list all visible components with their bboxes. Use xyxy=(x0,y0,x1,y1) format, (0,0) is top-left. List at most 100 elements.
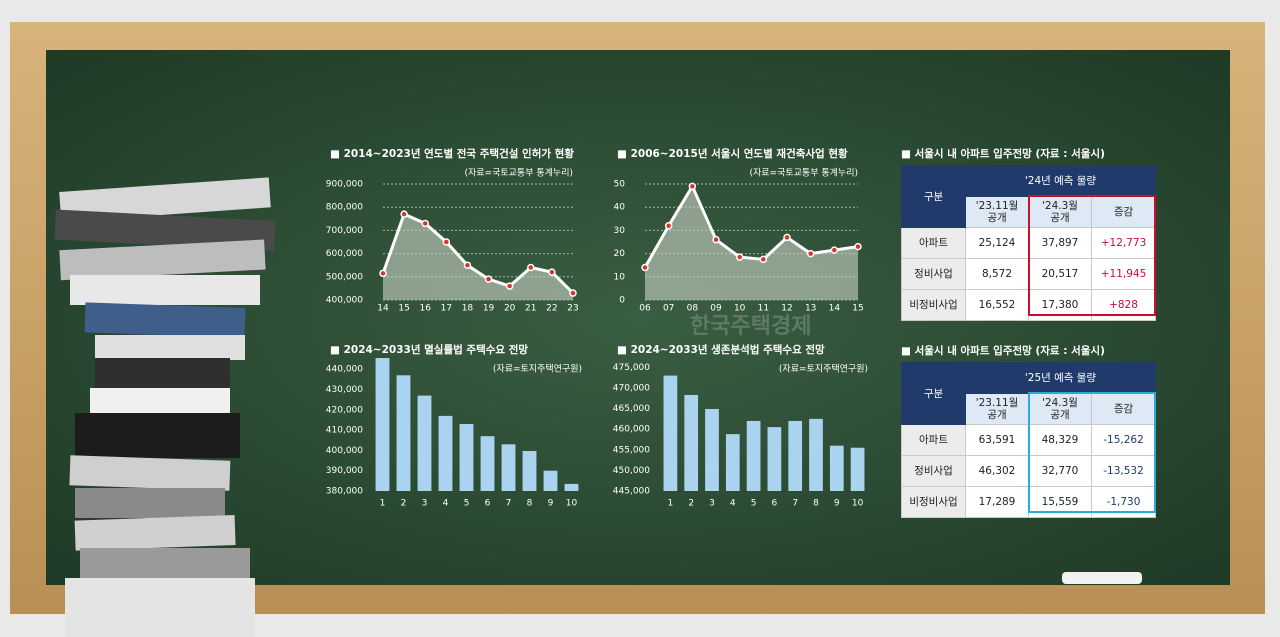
bar xyxy=(459,424,474,491)
y-tick-label: 470,000 xyxy=(613,383,650,393)
x-tick-label: 18 xyxy=(462,304,474,314)
source-note: (자료=토지주택연구원) xyxy=(493,364,582,375)
y-tick-label: 0 xyxy=(619,296,625,306)
y-tick-label: 420,000 xyxy=(326,405,363,415)
column-header-text: 증감 xyxy=(1113,403,1134,415)
cell: -13,532 xyxy=(1091,455,1156,487)
header-row: 구분 '25년 예측 물량 xyxy=(901,362,1156,425)
x-tick-label: 10 xyxy=(852,499,864,509)
bar xyxy=(809,418,823,491)
chart-title: ■ 2006~2015년 서울시 연도별 재건축사업 현황 xyxy=(617,148,848,160)
column-header-text: '24.3월 공개 xyxy=(1042,200,1078,224)
x-tick-label: 6 xyxy=(772,499,778,509)
row-label: 아파트 xyxy=(901,424,966,456)
x-tick-label: 16 xyxy=(419,304,431,314)
row-header: 구분 xyxy=(901,362,966,425)
area-fill xyxy=(645,186,858,300)
column-header: '23.11월 공개 xyxy=(965,196,1029,228)
bar xyxy=(480,436,495,491)
eraser xyxy=(1062,572,1142,584)
row-label: 비정비사업 xyxy=(901,486,966,518)
marker xyxy=(783,233,791,242)
marker xyxy=(735,253,744,261)
x-tick-label: 5 xyxy=(464,499,470,509)
column-header: '24.3월 공개 xyxy=(1028,393,1092,425)
bar xyxy=(684,394,699,491)
marker xyxy=(569,289,577,297)
x-tick-label: 2 xyxy=(401,499,407,509)
x-tick-label: 4 xyxy=(730,499,736,509)
line xyxy=(643,183,859,269)
x-tick-label: 8 xyxy=(813,499,819,509)
header-row: '23.11월 공개 '24.3월 공개 증감 xyxy=(902,393,1156,425)
x-tick-label: 14 xyxy=(377,304,389,314)
y-tick-label: 450,000 xyxy=(613,466,650,476)
y-tick-label: 445,000 xyxy=(613,487,650,497)
cell: +11,945 xyxy=(1091,258,1156,290)
y-tick-label: 20 xyxy=(614,249,626,259)
y-tick-label: 30 xyxy=(614,226,626,236)
x-tick-label: 5 xyxy=(751,499,757,509)
x-tick-label: 07 xyxy=(663,304,674,314)
column-header-text: '23.11월 공개 xyxy=(975,200,1019,224)
marker xyxy=(379,269,387,278)
source-note: (자료=국토교통부 통계누리) xyxy=(464,167,573,179)
x-tick-label: 23 xyxy=(567,304,578,314)
y-tick-label: 400,000 xyxy=(326,446,363,456)
data-table: 구분 '25년 예측 물량 '23.11월 공개 '24.3월 공개 증감 아파트 63,5… xyxy=(901,362,1156,518)
y-tick-label: 10 xyxy=(614,272,626,282)
table-title: ■ 서울시 내 아파트 입주전망 (자료 : 서울시) xyxy=(901,148,1105,160)
marker xyxy=(664,222,673,230)
y-tick-label: 380,000 xyxy=(326,487,363,497)
x-tick-label: 6 xyxy=(485,499,491,509)
source-note: (자료=토지주택연구원) xyxy=(779,364,868,375)
x-tick-label: 7 xyxy=(792,499,798,509)
column-header: 증감 xyxy=(1091,393,1156,425)
x-tick-label: 06 xyxy=(639,304,651,314)
x-tick-label: 11 xyxy=(758,304,769,314)
bar xyxy=(543,470,558,491)
x-tick-label: 10 xyxy=(566,499,578,509)
row-label: 정비사업 xyxy=(901,258,966,290)
marker xyxy=(854,242,862,251)
y-tick-label: 430,000 xyxy=(326,385,363,395)
line xyxy=(381,212,575,295)
row-label: 정비사업 xyxy=(901,455,966,487)
x-tick-label: 08 xyxy=(687,304,699,314)
y-tick-label: 440,000 xyxy=(326,365,363,375)
x-tick-label: 17 xyxy=(441,304,452,314)
y-tick-label: 410,000 xyxy=(326,426,363,436)
data-row: 정비사업 8,572 20,517 +11,945 xyxy=(901,258,1156,290)
x-tick-label: 3 xyxy=(709,499,715,509)
x-tick-label: 9 xyxy=(548,499,554,509)
cell: 17,289 xyxy=(965,486,1029,518)
marker xyxy=(759,255,768,264)
x-tick-label: 12 xyxy=(781,304,792,314)
marker xyxy=(712,235,720,244)
marker xyxy=(463,261,472,269)
bar xyxy=(829,445,844,491)
marker xyxy=(442,238,451,246)
table-title: ■ 서울시 내 아파트 입주전망 (자료 : 서울시) xyxy=(901,345,1105,357)
x-tick-label: 15 xyxy=(852,304,863,314)
bar xyxy=(767,427,782,491)
cell: 8,572 xyxy=(965,258,1029,290)
column-header: '23.11월 공개 xyxy=(965,393,1029,425)
row-header: 구분 xyxy=(901,165,966,228)
x-tick-label: 15 xyxy=(398,304,409,314)
header-row: 구분 '24년 예측 물량 xyxy=(901,165,1156,228)
chart-title: ■ 2024~2033년 멸실률법 주택수요 전망 xyxy=(330,344,529,356)
row-label: 비정비사업 xyxy=(901,289,966,321)
column-header: 증감 xyxy=(1091,196,1156,228)
x-tick-label: 1 xyxy=(380,499,386,509)
y-tick-label: 465,000 xyxy=(613,404,650,414)
bar xyxy=(788,420,803,491)
x-tick-label: 4 xyxy=(443,499,449,509)
y-tick-label: 390,000 xyxy=(326,466,363,476)
x-tick-label: 8 xyxy=(527,499,533,509)
highlight-box xyxy=(1028,195,1156,316)
y-tick-label: 40 xyxy=(614,203,626,213)
chart-title: ■ 2014~2023년 연도별 전국 주택건설 인허가 현황 xyxy=(330,148,574,160)
bar xyxy=(396,375,411,491)
